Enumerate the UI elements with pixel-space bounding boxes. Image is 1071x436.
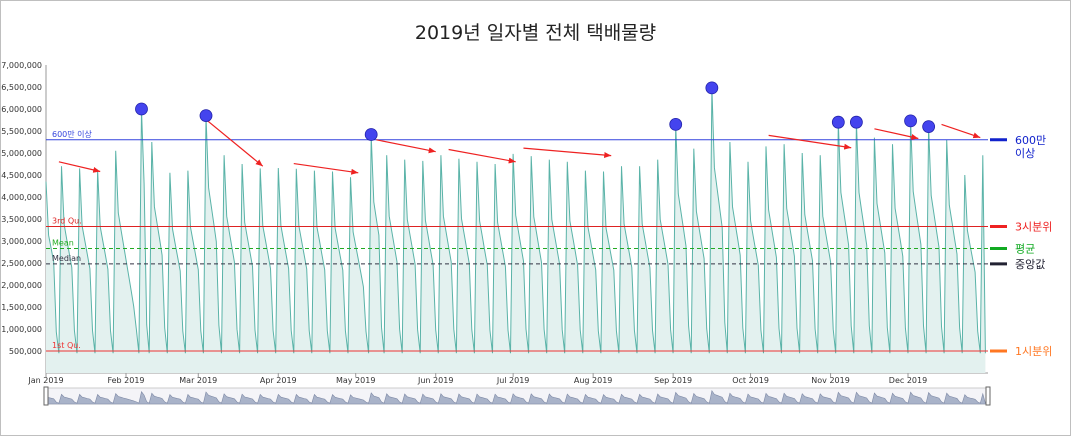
reference-line-label: Median [52, 254, 81, 263]
x-tick-label: Apr 2019 [260, 376, 297, 385]
highlight-point [135, 102, 148, 116]
right-legend-label: 600만 [1015, 134, 1046, 147]
y-tick-label: 5,000,000 [1, 149, 42, 158]
x-tick-label: Sep 2019 [654, 376, 692, 385]
y-tick-label: 2,500,000 [1, 259, 42, 268]
x-tick-label: Dec 2019 [889, 376, 927, 385]
y-tick-label: 2,000,000 [1, 281, 42, 290]
highlight-point [849, 115, 863, 129]
reference-line-label: 3rd Qu. [52, 216, 82, 225]
annotation-arrow [293, 162, 359, 175]
reference-line-label: Mean [52, 238, 74, 247]
x-tick-label: Jun 2019 [417, 376, 453, 385]
x-tick-label: May 2019 [336, 376, 375, 385]
annotation-arrow [58, 161, 101, 173]
x-tick-label: Nov 2019 [811, 376, 850, 385]
y-tick-label: 3,500,000 [1, 215, 42, 224]
annotation-arrows [58, 119, 981, 175]
range-navigator[interactable] [43, 386, 991, 406]
right-legend-label: 평균 [1015, 242, 1035, 255]
y-tick-label: 1,000,000 [1, 325, 42, 334]
x-tick-label: Jul 2019 [496, 376, 530, 385]
highlight-point [669, 118, 683, 131]
y-tick-label: 500,000 [9, 347, 42, 356]
navigator-series [45, 389, 989, 405]
annotation-arrow [874, 128, 919, 140]
annotation-arrow [448, 148, 516, 164]
right-legend-label: 이상 [1015, 147, 1035, 160]
y-axis: 500,000 1,000,000 1,500,000 2,000,000 2,500,… [1, 61, 47, 373]
reference-line-label: 1st Qu. [52, 341, 81, 350]
annotation-arrow [205, 119, 264, 167]
y-tick-label: 4,000,000 [1, 193, 42, 202]
navigator-left-handle [43, 386, 49, 406]
annotation-arrow [941, 123, 981, 139]
y-tick-label: 1,500,000 [1, 303, 42, 312]
highlight-point [705, 81, 719, 95]
y-tick-label: 4,500,000 [1, 171, 42, 180]
reference-lines: 600만 이상 3rd Qu. Mean Median 1st Qu. [46, 129, 988, 352]
x-axis: Jan 2019 Feb 2019 Mar 2019 Apr 2019 May 2019… [27, 372, 988, 385]
chart-title: 2019년 일자별 전체 택배물량 [414, 22, 657, 44]
right-legend-label: 중앙값 [1015, 258, 1045, 271]
highlight-point [904, 114, 917, 128]
x-tick-label: Mar 2019 [179, 376, 217, 385]
highlight-points [135, 81, 936, 141]
series-area [46, 87, 986, 374]
navigator-right-handle [985, 386, 991, 406]
highlight-point [199, 109, 213, 122]
series-line [45, 87, 986, 354]
reference-line-label: 600만 이상 [52, 129, 93, 139]
highlight-point [364, 128, 378, 141]
plot-area [45, 87, 986, 374]
highlight-point [831, 115, 845, 129]
x-tick-label: Oct 2019 [732, 376, 769, 385]
highlight-point [922, 120, 936, 133]
annotation-arrow [376, 139, 436, 154]
right-legend-label: 1시분위 [1015, 345, 1052, 358]
right-legend-label: 3시분위 [1015, 220, 1052, 233]
x-tick-label: Feb 2019 [107, 376, 144, 385]
x-tick-label: Jan 2019 [27, 376, 63, 385]
y-tick-label: 3,000,000 [1, 237, 42, 246]
y-tick-label: 6,000,000 [1, 105, 42, 114]
y-tick-label: 5,500,000 [1, 127, 42, 136]
annotation-arrow [523, 147, 612, 159]
annotation-arrow [768, 134, 852, 150]
x-tick-label: Aug 2019 [574, 376, 613, 385]
y-tick-label: 7,000,000 [1, 61, 42, 70]
y-tick-label: 6,500,000 [1, 83, 42, 92]
